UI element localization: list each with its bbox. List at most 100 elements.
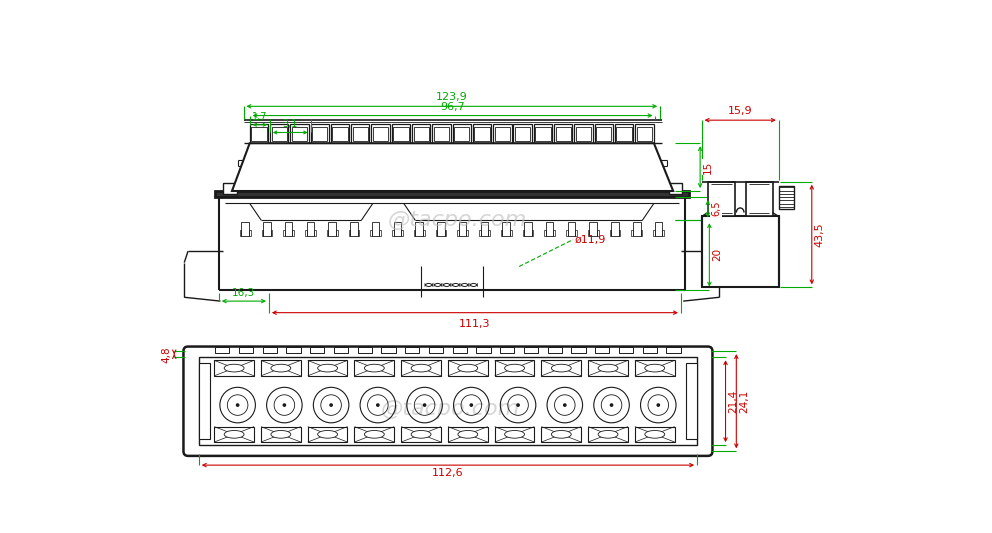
Bar xyxy=(481,222,488,236)
Ellipse shape xyxy=(505,431,525,438)
Text: @tacpo.com: @tacpo.com xyxy=(380,399,520,419)
Text: 3,1: 3,1 xyxy=(283,119,298,130)
Text: 43,5: 43,5 xyxy=(814,222,825,247)
Bar xyxy=(215,348,229,353)
Bar xyxy=(198,357,697,445)
Bar xyxy=(306,230,307,236)
Bar xyxy=(416,222,423,236)
Text: @tacpo.com: @tacpo.com xyxy=(388,211,527,230)
Bar xyxy=(502,222,510,236)
Bar xyxy=(501,230,502,236)
Bar xyxy=(308,426,347,442)
Bar xyxy=(351,124,369,143)
Bar xyxy=(401,360,441,376)
Bar xyxy=(457,230,459,236)
Ellipse shape xyxy=(645,364,665,372)
Ellipse shape xyxy=(224,431,244,438)
Bar xyxy=(272,127,287,141)
Bar xyxy=(314,230,315,236)
Bar xyxy=(571,348,585,353)
Bar xyxy=(401,426,441,442)
Bar xyxy=(686,364,697,439)
Bar xyxy=(524,222,532,236)
Text: 96,7: 96,7 xyxy=(440,102,465,112)
Text: 112,6: 112,6 xyxy=(433,468,464,478)
Bar xyxy=(263,222,271,236)
Bar xyxy=(293,230,294,236)
Bar xyxy=(348,230,350,236)
Circle shape xyxy=(424,404,426,406)
Bar xyxy=(373,127,388,141)
Text: 15: 15 xyxy=(703,160,713,174)
Bar xyxy=(655,222,663,236)
Bar xyxy=(214,360,254,376)
Text: 4,8: 4,8 xyxy=(161,346,172,362)
Circle shape xyxy=(330,404,332,406)
Bar xyxy=(412,124,431,143)
Text: 21,4: 21,4 xyxy=(728,390,739,413)
Bar xyxy=(643,348,657,353)
Text: 6,5: 6,5 xyxy=(711,201,721,216)
Bar xyxy=(326,230,328,236)
Text: ø11,9: ø11,9 xyxy=(574,235,606,245)
Bar xyxy=(554,230,556,236)
Text: 24,1: 24,1 xyxy=(739,390,749,413)
Bar xyxy=(261,360,301,376)
Bar xyxy=(454,127,469,141)
Bar xyxy=(588,426,628,442)
Bar xyxy=(429,348,443,353)
Text: 15,9: 15,9 xyxy=(728,106,753,116)
Bar xyxy=(466,230,468,236)
Bar xyxy=(701,216,779,287)
Ellipse shape xyxy=(552,431,571,438)
Bar xyxy=(263,348,277,353)
Bar xyxy=(452,348,467,353)
Bar xyxy=(312,127,327,141)
Bar xyxy=(392,124,410,143)
Bar xyxy=(336,230,337,236)
Bar xyxy=(405,348,420,353)
Bar xyxy=(307,222,314,236)
Bar xyxy=(270,124,289,143)
Bar xyxy=(594,124,613,143)
Bar xyxy=(637,127,652,141)
Ellipse shape xyxy=(458,431,478,438)
Bar xyxy=(523,230,524,236)
Bar xyxy=(554,124,572,143)
Bar xyxy=(495,127,510,141)
Bar xyxy=(542,360,581,376)
Bar xyxy=(310,124,329,143)
Ellipse shape xyxy=(598,431,618,438)
Bar xyxy=(524,348,539,353)
Bar xyxy=(240,230,241,236)
Text: 1,7: 1,7 xyxy=(252,112,268,122)
Circle shape xyxy=(236,404,239,406)
Bar xyxy=(495,426,535,442)
Bar xyxy=(631,230,633,236)
Bar xyxy=(448,426,488,442)
Bar xyxy=(476,348,491,353)
Bar xyxy=(663,230,664,236)
Bar xyxy=(575,127,591,141)
Bar xyxy=(619,348,633,353)
Ellipse shape xyxy=(364,364,384,372)
Bar xyxy=(635,124,654,143)
Bar xyxy=(215,191,688,197)
Ellipse shape xyxy=(598,364,618,372)
Bar xyxy=(332,127,347,141)
Bar xyxy=(669,183,682,194)
Bar xyxy=(437,222,444,236)
Circle shape xyxy=(377,404,379,406)
Bar xyxy=(610,230,611,236)
Bar xyxy=(251,127,267,141)
Bar xyxy=(534,124,553,143)
Bar xyxy=(354,360,394,376)
Bar xyxy=(214,426,254,442)
Bar xyxy=(619,230,620,236)
Bar xyxy=(589,222,597,236)
Bar xyxy=(515,127,531,141)
Bar xyxy=(635,426,675,442)
Bar xyxy=(469,175,491,182)
Bar xyxy=(354,426,394,442)
Bar xyxy=(536,127,551,141)
